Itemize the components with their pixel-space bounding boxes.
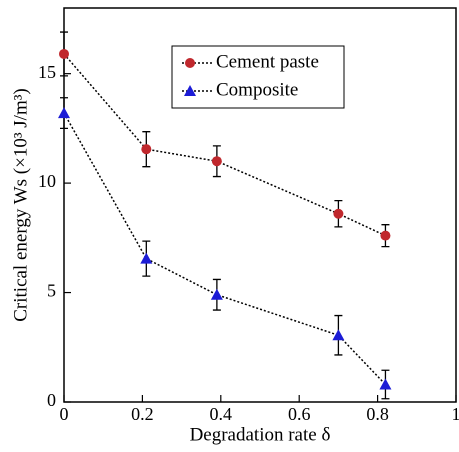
- y-tick-label: 15: [38, 62, 56, 82]
- y-tick-label: 10: [38, 171, 56, 191]
- marker: [380, 230, 391, 241]
- x-tick-label: 0.6: [288, 404, 311, 424]
- y-tick-label: 5: [47, 281, 56, 301]
- marker: [211, 156, 222, 167]
- legend-text: Cement paste: [216, 51, 319, 72]
- marker: [333, 208, 344, 219]
- x-tick-label: 0.4: [210, 404, 233, 424]
- marker: [185, 58, 195, 68]
- marker: [141, 144, 152, 155]
- y-tick-label: 0: [47, 390, 56, 410]
- marker: [58, 107, 70, 119]
- x-tick-label: 0: [60, 404, 69, 424]
- marker: [379, 378, 392, 390]
- marker: [210, 288, 223, 300]
- plot-frame: [63, 7, 457, 403]
- legend-box: [171, 45, 345, 109]
- x-tick-label: 1: [452, 404, 459, 424]
- y-axis-title: Critical energy Ws (×10³ J/m³): [10, 88, 31, 322]
- marker: [140, 252, 153, 264]
- marker: [184, 85, 196, 96]
- x-axis-title: Degradation rate δ: [190, 424, 331, 445]
- marker: [59, 48, 69, 59]
- legend-text: Composite: [216, 79, 298, 100]
- x-tick-label: 0.8: [366, 404, 389, 424]
- x-tick-label: 0.2: [131, 404, 154, 424]
- marker: [332, 329, 345, 341]
- legend: Cement paste Composite: [171, 45, 345, 109]
- series-line: [63, 112, 386, 386]
